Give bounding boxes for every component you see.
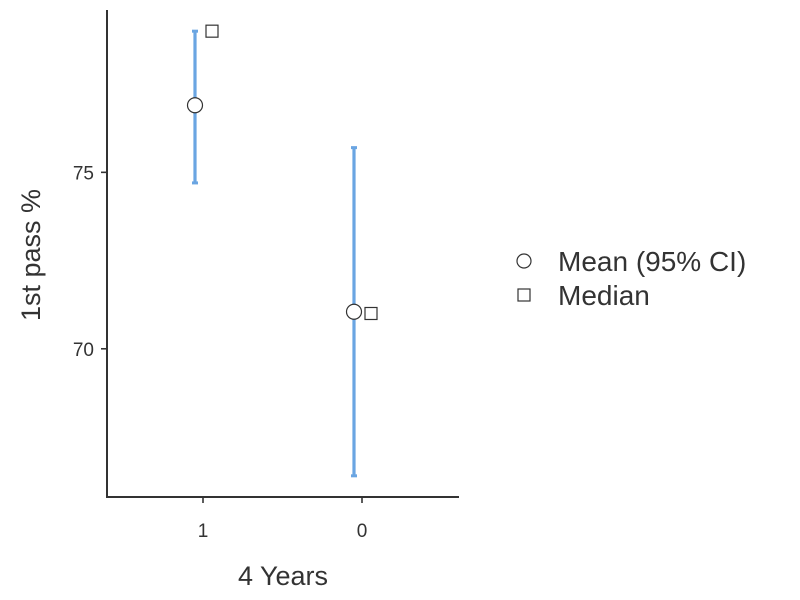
y-axis-ticks: 70 75 bbox=[73, 163, 107, 361]
y-axis-title: 1st pass % bbox=[16, 189, 46, 321]
mean-point bbox=[186, 97, 204, 114]
x-axis-title: 4 Years bbox=[238, 561, 328, 591]
median-point bbox=[205, 24, 219, 38]
x-tick-label: 0 bbox=[357, 521, 368, 542]
x-tick-label: 1 bbox=[198, 521, 209, 542]
mean-point bbox=[345, 303, 363, 320]
legend-median-symbol bbox=[517, 288, 531, 302]
y-tick-label: 70 bbox=[73, 340, 94, 361]
y-tick-label: 75 bbox=[73, 163, 94, 184]
legend-mean-symbol bbox=[516, 253, 532, 269]
legend: Mean (95% CI)Median bbox=[516, 246, 746, 311]
legend-mean-label: Mean (95% CI) bbox=[558, 246, 746, 277]
median-point bbox=[364, 306, 378, 321]
legend-median-label: Median bbox=[558, 280, 650, 311]
chart-marks bbox=[186, 24, 378, 478]
